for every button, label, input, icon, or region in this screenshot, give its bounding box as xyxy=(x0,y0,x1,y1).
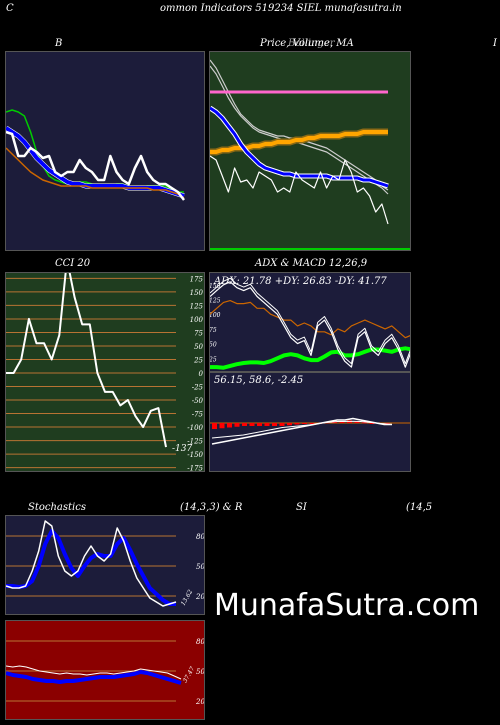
cci-tick-label: 50 xyxy=(194,343,203,351)
cci-tick-label: 150 xyxy=(190,289,204,297)
stoch-d-line xyxy=(6,529,176,606)
rsi-white-line xyxy=(6,665,182,680)
price-overlay-label: Bollinger xyxy=(288,38,335,49)
macd-histogram-bar xyxy=(279,423,285,426)
cci-tick-label: 175 xyxy=(190,275,204,283)
bb-lower-line xyxy=(6,147,185,199)
cci-chart: 175 150 125 100 75 50 25 0 -25 -50 -75 -100 -125 -150… xyxy=(5,272,205,472)
adx-adx-green-line xyxy=(210,346,410,370)
macd-histogram-bar xyxy=(219,423,225,429)
cci-tick-label: -175 xyxy=(187,465,203,472)
rsi-chart: 80 50 20 37.47 xyxy=(5,620,205,720)
cci-tick-label: 125 xyxy=(190,302,204,310)
stoch-last-label: 13.62 xyxy=(180,588,195,607)
watermark-text: MunafaSutra.com xyxy=(214,588,480,623)
adx-tick-label: 100 xyxy=(210,312,221,319)
adx-chart: 150 125 100 75 50 25 ADX: 21.78 +DY: 26.83 -D… xyxy=(209,272,411,372)
cci-tick-label: -150 xyxy=(187,451,203,459)
macd-histogram-bar xyxy=(234,423,240,427)
adx-tick-label: 25 xyxy=(210,356,217,363)
adx-svg: 150 125 100 75 50 25 xyxy=(210,277,410,370)
macd-histogram-bar xyxy=(302,423,307,424)
macd-subtitle: 56.15, 58.6, -2.45 xyxy=(214,375,304,386)
adx-tick-label: 150 xyxy=(210,283,221,290)
bb-price-line xyxy=(6,130,185,201)
cci-tick-label: -75 xyxy=(192,411,204,419)
macd-histogram-bar xyxy=(287,423,292,426)
adx-dy-white-line xyxy=(210,281,410,368)
cci-tick-label: -125 xyxy=(187,438,203,446)
macd-histogram-bar xyxy=(227,423,232,428)
bollinger-title: B xyxy=(55,38,63,49)
cci-tick-label: 75 xyxy=(194,329,203,337)
cci-title: CCI 20 xyxy=(55,258,91,269)
rsi-title: SI xyxy=(296,502,307,513)
rsi-params: (14,5 xyxy=(406,502,433,513)
macd-histogram-bar xyxy=(339,421,345,423)
bb-middle-line xyxy=(6,126,185,198)
macd-histogram-bar xyxy=(257,423,262,426)
cci-svg: 175 150 125 100 75 50 25 0 -25 -50 -75 -100 -125 -150… xyxy=(6,273,204,472)
pm-ma-grey-1-line xyxy=(210,59,389,191)
cci-tick-label: 100 xyxy=(190,316,204,324)
cci-last-label: -137 xyxy=(172,444,192,454)
stochastics-title: Stochastics xyxy=(28,502,86,513)
rsi-svg: 80 50 20 37.47 xyxy=(6,638,205,706)
macd-signal-line xyxy=(211,420,393,439)
cci-line xyxy=(6,273,167,448)
cci-tick-label: -50 xyxy=(192,397,204,405)
macd-histogram-bar xyxy=(354,421,360,423)
macd-line xyxy=(211,417,392,445)
macd-histogram-bar xyxy=(294,423,300,425)
adx-dy-orange-line xyxy=(210,300,410,339)
adx-white-shadow xyxy=(210,277,410,365)
cci-tick-label: -25 xyxy=(192,384,204,392)
rsi-tick-label: 80 xyxy=(196,638,205,646)
adx-tick-label: 50 xyxy=(210,342,217,349)
macd-histogram-bar xyxy=(272,423,277,426)
stochastics-chart: 80 50 20 13.62 xyxy=(5,515,205,615)
bollinger-chart xyxy=(5,51,205,251)
bollinger-svg xyxy=(6,109,185,201)
rsi-last-label: 37.47 xyxy=(182,665,197,684)
adx-title: ADX & MACD 12,26,9 xyxy=(255,258,368,269)
adx-tick-label: 125 xyxy=(210,297,221,304)
macd-histogram-bar xyxy=(384,423,390,424)
adx-tick-label: 75 xyxy=(210,327,217,334)
rsi-blue-line xyxy=(6,670,182,685)
adx-subtitle: ADX: 21.78 +DY: 26.83 -DY: 41.77 xyxy=(214,276,387,287)
macd-histogram-bar xyxy=(362,422,367,424)
pm-ma-golden-line xyxy=(210,130,388,154)
stoch-k-line xyxy=(6,520,177,607)
right-edge-letter: I xyxy=(493,38,497,49)
price-ma-chart xyxy=(209,51,411,251)
stoch-tick-label: 80 xyxy=(196,533,205,541)
macd-histogram-bar xyxy=(264,423,270,426)
header-title: ommon Indicators 519234 SIEL munafasutra… xyxy=(160,3,402,14)
price-ma-svg xyxy=(210,59,410,250)
macd-svg xyxy=(210,417,410,445)
price-ma-title: Price, Volume, MA xyxy=(260,38,354,49)
macd-histogram-bar xyxy=(212,423,217,429)
rsi-tick-label: 20 xyxy=(195,698,205,706)
cci-tick-label: 0 xyxy=(199,370,204,378)
macd-histogram-bar xyxy=(242,423,247,426)
stochastics-params: (14,3,3) & R xyxy=(180,502,243,513)
macd-histogram-bar xyxy=(249,423,255,426)
cci-tick-label: 25 xyxy=(193,356,203,364)
rsi-tick-label: 50 xyxy=(196,668,205,676)
macd-chart: 56.15, 58.6, -2.45 xyxy=(209,372,411,472)
macd-histogram-bar xyxy=(369,423,375,424)
stoch-tick-label: 50 xyxy=(196,563,205,571)
pm-price-line xyxy=(210,155,389,225)
macd-histogram-bar xyxy=(309,423,315,424)
header-left-letter: C xyxy=(6,3,14,14)
stoch-tick-label: 20 xyxy=(195,593,205,601)
cci-tick-label: -100 xyxy=(187,424,203,432)
